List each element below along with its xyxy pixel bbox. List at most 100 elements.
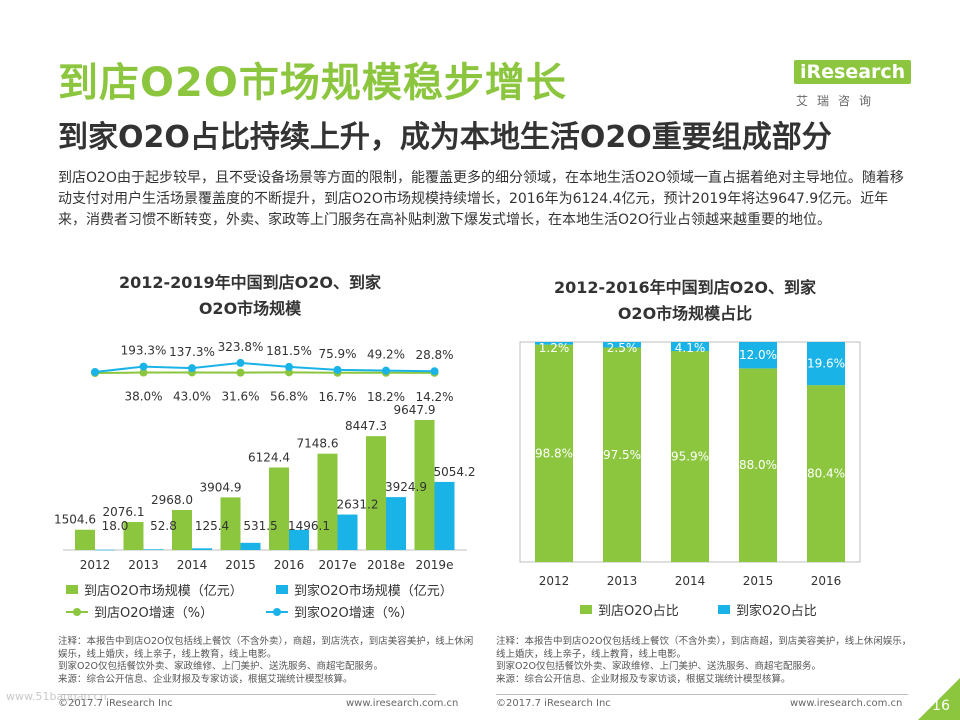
point-store-growth <box>236 368 245 377</box>
bar-store <box>269 467 289 550</box>
chart1-title: 2012-2019年中国到店O2O、到家 O2O市场规模 <box>80 270 420 322</box>
legend-label: 到家O2O市场规模（亿元） <box>294 584 453 599</box>
point-home-growth <box>91 368 99 376</box>
bar-store-label: 3904.9 <box>200 480 242 494</box>
watermark: www.51baogao.cn <box>6 690 107 703</box>
bar-home-label: 125.4 <box>195 519 229 533</box>
bar-store-share <box>807 385 845 562</box>
bar-store-share <box>535 344 573 562</box>
note-text: 注释：本报告中到店O2O仅包括线上餐饮（不含外卖），商超，到店洗衣，到店美容美护… <box>58 636 474 685</box>
x-tick-label: 2015 <box>743 574 774 588</box>
bar-home-share <box>535 342 573 345</box>
legend-label: 到店O2O市场规模（亿元） <box>84 584 243 599</box>
store-growth-label: 56.8% <box>270 389 308 403</box>
bar-store-label: 7148.6 <box>297 437 339 451</box>
bar-home <box>386 497 406 550</box>
point-store-growth <box>139 368 148 377</box>
bar-store-label: 2968.0 <box>151 493 193 507</box>
bar-store-share <box>603 347 641 562</box>
point-home-growth <box>430 367 439 376</box>
point-home-growth <box>333 365 342 374</box>
home-growth-label: 28.8% <box>415 348 453 362</box>
bar-home-label: 2631.2 <box>337 498 379 512</box>
bar-home-label: 18.0 <box>102 519 129 533</box>
line-home-growth <box>94 361 435 373</box>
legend-item-store-growth: 到店O2O增速（%） <box>66 602 213 621</box>
x-tick-label: 2012 <box>539 574 570 588</box>
bar-home <box>192 548 212 550</box>
x-tick-label: 2013 <box>128 558 159 572</box>
store-growth-label: 18.2% <box>367 390 405 404</box>
bar-store <box>366 436 386 550</box>
page-subtitle: 到家O2O占比持续上升，成为本地生活O2O重要组成部分 <box>58 120 832 155</box>
bar-home <box>143 549 164 550</box>
line-store-growth <box>94 371 435 374</box>
store-growth-label: 31.6% <box>221 390 259 404</box>
home-growth-label: 181.5% <box>266 344 312 358</box>
legend-swatch <box>66 585 78 594</box>
point-home-growth <box>382 366 390 375</box>
legend-item-home-share: 到家O2O占比 <box>718 600 817 619</box>
bar-home-label: 3924.9 <box>385 480 427 494</box>
home-share-label: 12.0% <box>739 348 777 362</box>
page-number: 16 <box>932 698 950 714</box>
point-home-growth <box>236 358 245 367</box>
bar-store-label: 1504.6 <box>55 513 96 527</box>
chart2-note: 注释：本报告中到店O2O仅包括线上餐饮（不含外卖），到店商超，到店美容美护，线上… <box>496 636 916 686</box>
page-number-badge: 16 <box>918 678 960 720</box>
legend-item-store-size: 到店O2O市场规模（亿元） <box>66 580 243 599</box>
chart2-title-line2: O2O市场规模占比 <box>617 304 753 323</box>
chart1-title-line1: 2012-2019年中国到店O2O、到家 <box>118 273 382 292</box>
home-growth-label: 193.3% <box>121 344 167 358</box>
point-home-growth <box>285 362 293 371</box>
bar-home-share <box>603 342 641 348</box>
bar-home-share <box>739 342 777 369</box>
x-tick-label: 2019e <box>416 558 454 572</box>
bar-home <box>337 514 358 550</box>
chart2-title-line1: 2012-2016年中国到店O2O、到家 <box>553 278 817 297</box>
x-tick-label: 2015 <box>225 558 256 572</box>
legend-label: 到家O2O占比 <box>736 604 817 619</box>
legend-swatch <box>718 605 730 614</box>
store-share-label: 97.5% <box>603 448 641 462</box>
bar-home-label: 531.5 <box>243 519 277 533</box>
x-tick-label: 2014 <box>675 574 706 588</box>
legend-item-store-share: 到店O2O占比 <box>580 600 679 619</box>
footer-divider-left <box>58 694 436 695</box>
footer-divider-right <box>496 694 908 695</box>
chart1-title-line2: O2O市场规模 <box>198 299 302 318</box>
bar-home <box>289 529 309 550</box>
legend-label: 到家O2O增速（%） <box>294 606 414 621</box>
footer-copyright-left: ©2017.7 iResearch Inc <box>58 698 173 709</box>
bar-home-label: 1496.1 <box>288 519 330 533</box>
chart1-note: 注释：本报告中到店O2O仅包括线上餐饮（不含外卖），商超，到店洗衣，到店美容美护… <box>58 636 478 686</box>
bar-home <box>240 542 261 550</box>
legend-label: 到店O2O占比 <box>598 604 679 619</box>
point-home-growth <box>188 364 196 373</box>
market-size-chart: 2012 2013 2014 2015 2016 2017e 2018e 2019e 1504.… <box>55 340 476 572</box>
home-growth-label: 323.8% <box>218 340 264 354</box>
market-share-chart: 98.8% 1.2% 2012 97.5% 2.5% 2013 95.9% 4.1% 2014 8… <box>519 341 861 588</box>
bar-store <box>123 522 144 550</box>
store-growth-label: 38.0% <box>124 390 162 404</box>
home-share-label: 19.6% <box>807 357 845 371</box>
bar-store-label: 2076.1 <box>103 505 145 519</box>
bar-home <box>95 549 115 551</box>
store-growth-label: 14.2% <box>415 390 453 404</box>
bar-store <box>414 420 435 550</box>
bar-store <box>172 510 192 550</box>
home-share-label: 1.2% <box>539 341 570 355</box>
legend-line-marker <box>66 607 88 617</box>
bar-home-label: 5054.2 <box>434 465 476 479</box>
footer-url-left: www.iresearch.com.cn <box>346 698 459 709</box>
bar-home-label: 52.8 <box>150 519 177 533</box>
bar-store <box>317 453 338 550</box>
bar-home-share <box>807 342 845 386</box>
chart2-title: 2012-2016年中国到店O2O、到家 O2O市场规模占比 <box>510 275 860 327</box>
page-corner-triangle <box>918 678 960 720</box>
point-home-growth <box>139 362 148 371</box>
bar-store-label: 9647.9 <box>394 403 436 417</box>
bar-store <box>220 497 241 550</box>
bar-home-share <box>671 342 709 352</box>
bar-store-label: 6124.4 <box>248 450 290 464</box>
